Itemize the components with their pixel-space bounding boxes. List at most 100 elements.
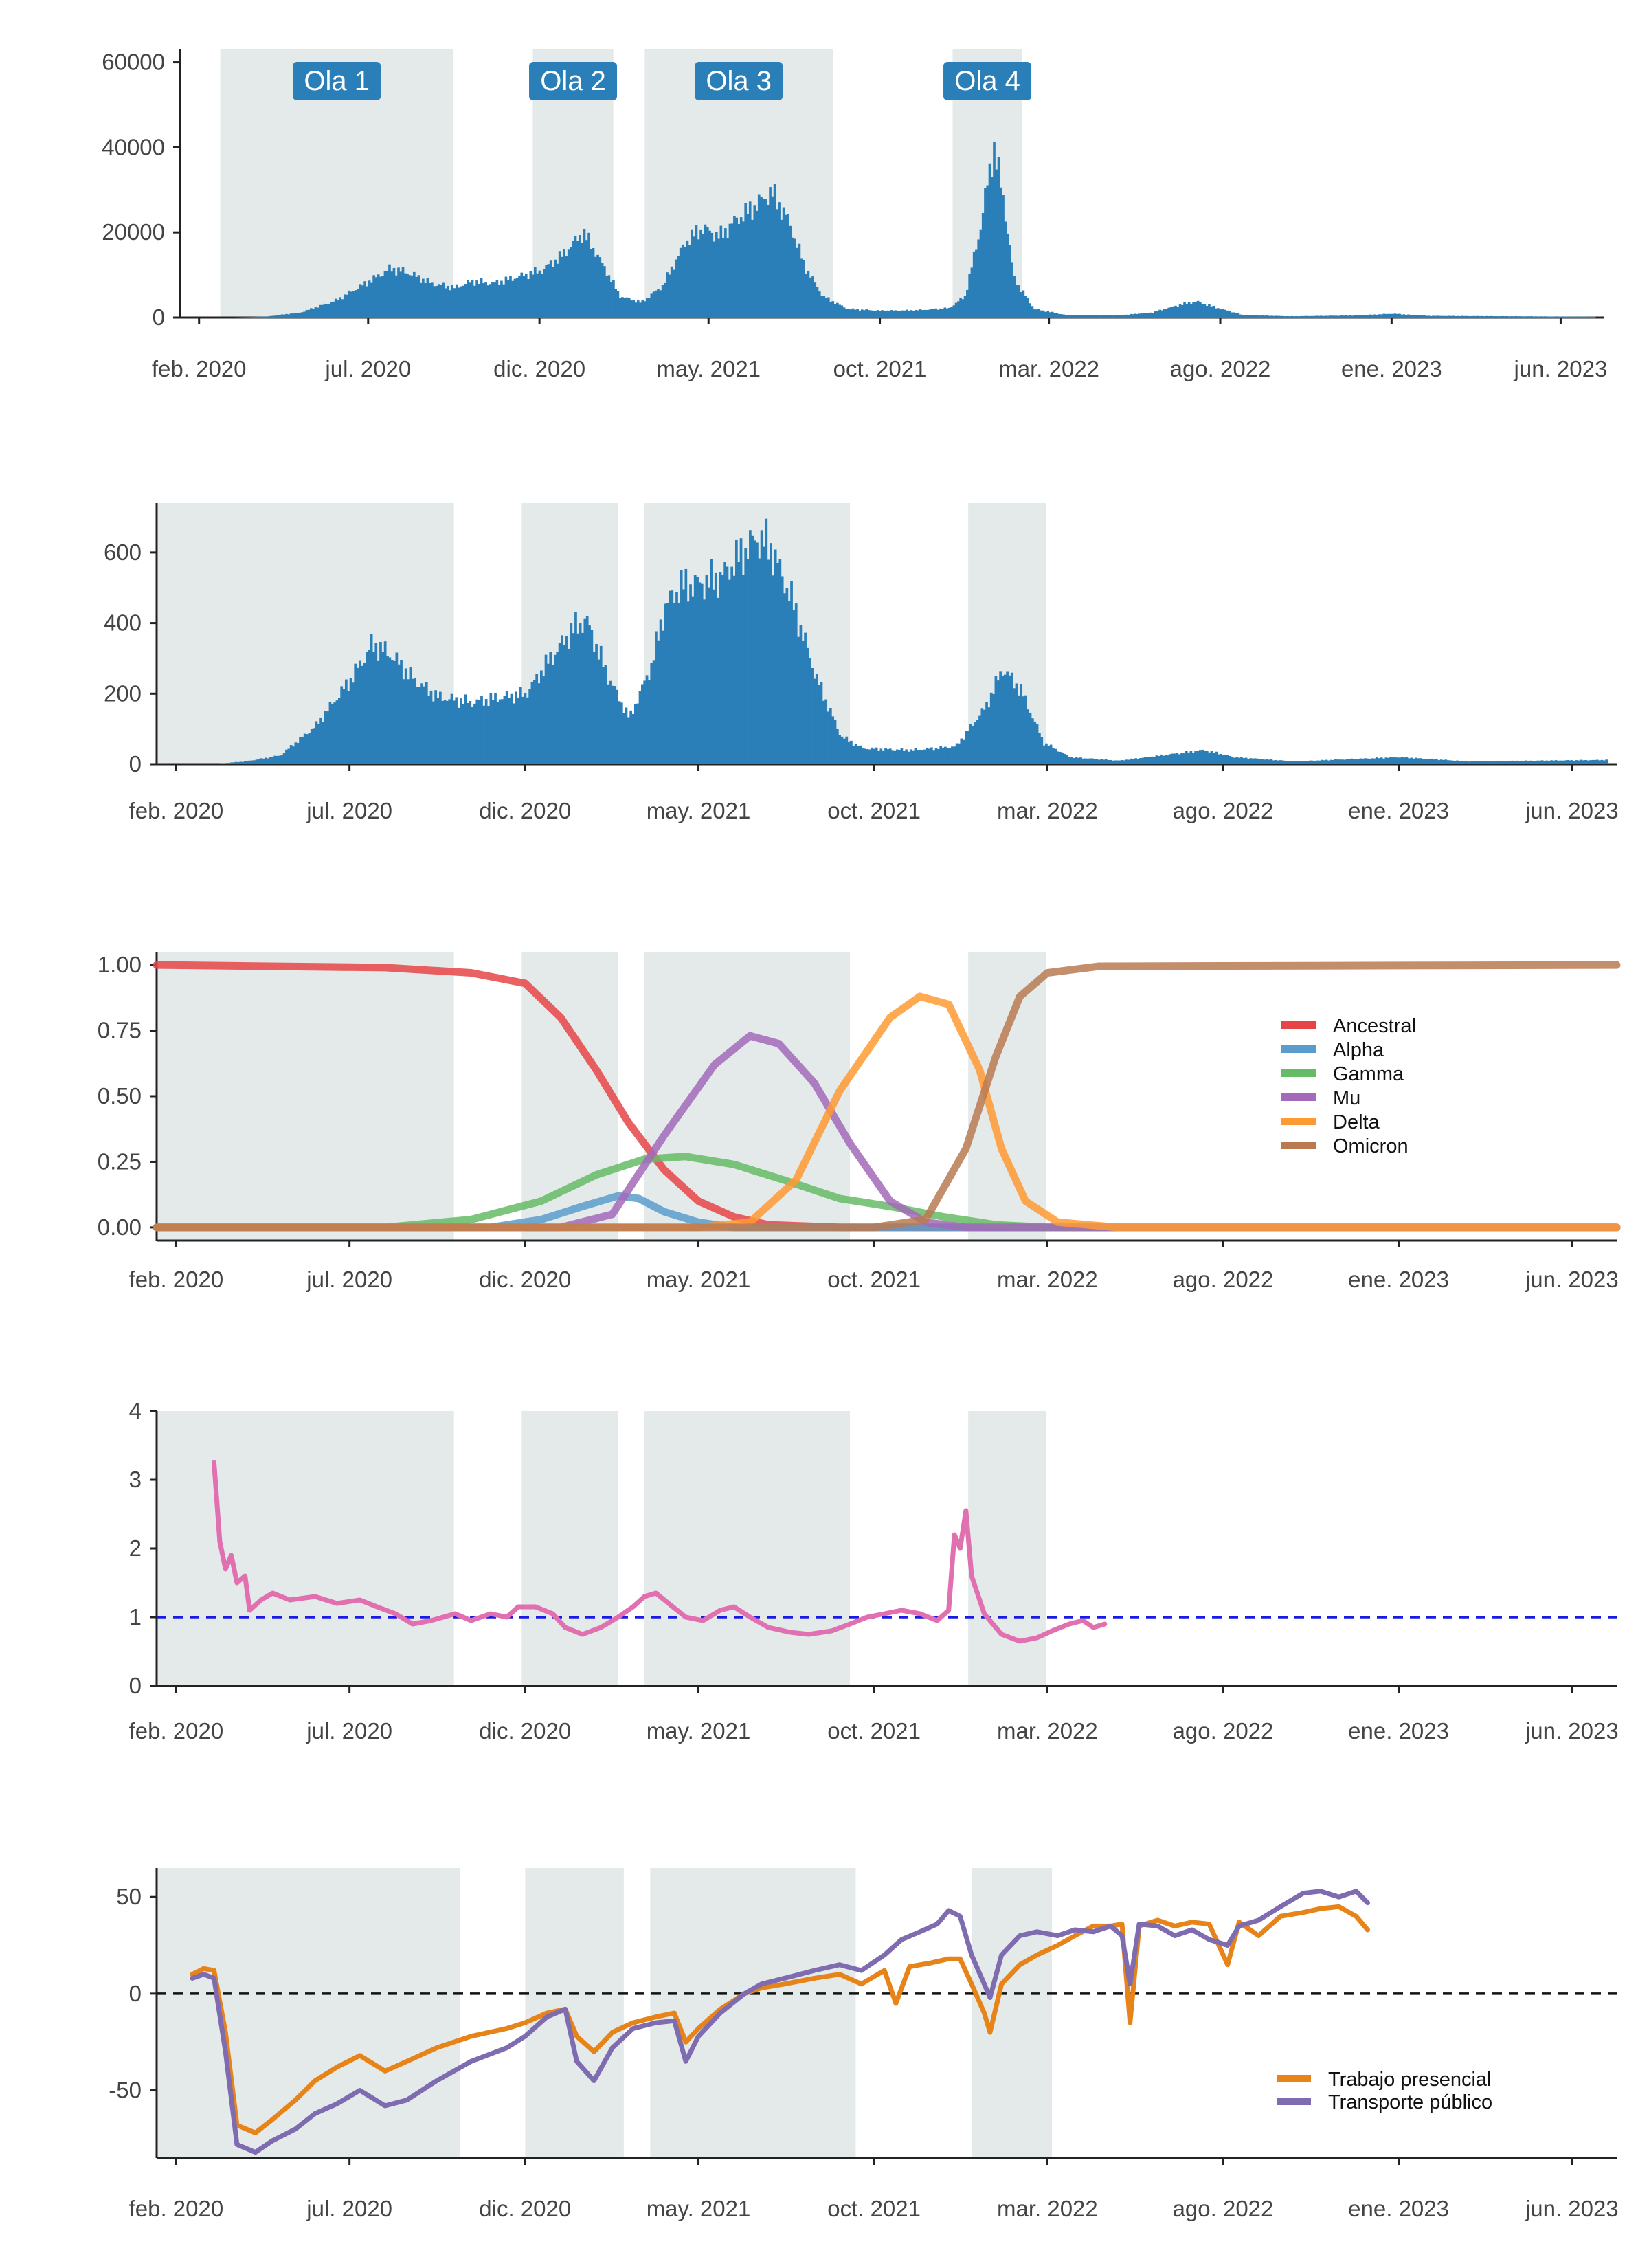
bar — [1066, 755, 1068, 764]
series-line-gamma — [153, 1153, 1621, 1232]
bar — [697, 239, 700, 318]
bar — [1141, 313, 1143, 318]
bar — [1088, 758, 1092, 764]
bar — [1403, 757, 1406, 764]
bar — [996, 680, 1000, 764]
bar — [1189, 751, 1193, 764]
bar — [859, 745, 862, 764]
x-tick-label: dic. 2020 — [479, 2196, 571, 2221]
bar — [385, 270, 389, 318]
bar — [592, 652, 596, 764]
bar — [1393, 313, 1397, 318]
bar — [1109, 315, 1112, 318]
bar — [473, 703, 476, 764]
legend-swatch — [1281, 1045, 1316, 1053]
bar — [497, 285, 501, 318]
y-tick-label: 2 — [129, 1535, 142, 1561]
bar — [1320, 315, 1323, 318]
bar — [801, 641, 805, 764]
bar — [1235, 313, 1237, 318]
bar — [1323, 760, 1326, 764]
bar — [1384, 313, 1388, 318]
bar — [903, 310, 906, 318]
bar — [478, 700, 481, 764]
bar — [386, 656, 389, 764]
bar — [611, 685, 614, 764]
bar — [799, 625, 803, 764]
bar — [959, 298, 962, 318]
bar — [596, 254, 599, 318]
bar — [519, 686, 522, 764]
legend-label: Mu — [1333, 1087, 1360, 1109]
bar — [1468, 315, 1470, 318]
bar — [1008, 245, 1011, 318]
x-tick-label: feb. 2020 — [152, 356, 247, 381]
bar — [565, 256, 568, 318]
bar — [1553, 316, 1556, 318]
y-tick-label: 1.00 — [98, 952, 142, 977]
bar — [486, 285, 490, 318]
bar — [652, 660, 655, 764]
bar — [1407, 314, 1410, 318]
bar — [737, 562, 741, 764]
bar — [1075, 315, 1079, 318]
bar — [1483, 761, 1486, 764]
bar — [746, 559, 750, 764]
bar — [1481, 315, 1484, 318]
panel-c: 0.00 0.25 0.50 0.75 1.00 feb. 2020 jul. 2020 di… — [98, 952, 1621, 1292]
bar — [1152, 313, 1155, 318]
bar — [1107, 760, 1110, 764]
x-tick-label: ene. 2023 — [1341, 356, 1442, 381]
bar — [1001, 675, 1005, 764]
bar — [1387, 757, 1390, 764]
bar — [972, 251, 976, 318]
bar — [435, 285, 438, 318]
bar — [634, 302, 638, 318]
bar — [944, 746, 947, 764]
bar — [1460, 760, 1463, 764]
bar — [1004, 221, 1007, 318]
bar — [831, 301, 835, 318]
wave-region — [968, 1411, 1046, 1686]
bar — [1295, 761, 1298, 764]
bar — [994, 676, 998, 764]
bar — [1362, 758, 1365, 764]
bar — [1507, 316, 1511, 318]
bar — [1198, 750, 1202, 764]
bar — [1557, 316, 1560, 318]
bar — [298, 312, 302, 318]
bar — [1288, 761, 1291, 764]
x-tick-label: dic. 2020 — [479, 1267, 571, 1292]
bar — [1013, 688, 1016, 764]
bar — [805, 274, 808, 318]
bar — [1100, 759, 1103, 764]
bar — [1224, 754, 1227, 764]
bar — [675, 592, 678, 764]
bar — [997, 157, 1000, 318]
bar — [604, 665, 607, 764]
bar — [1336, 759, 1340, 764]
bar — [437, 284, 440, 318]
bar — [809, 277, 812, 318]
bar — [757, 194, 761, 318]
bar — [532, 680, 536, 764]
bar — [431, 282, 434, 318]
bar — [484, 699, 488, 764]
bar — [811, 667, 814, 764]
bar — [556, 652, 559, 764]
bar — [410, 275, 414, 318]
bar — [551, 665, 554, 764]
bar — [1194, 302, 1198, 318]
bar — [776, 562, 779, 764]
bar — [669, 590, 671, 764]
bar — [363, 663, 366, 764]
bar — [1020, 291, 1022, 318]
bar — [1210, 306, 1213, 318]
bar — [547, 663, 550, 764]
bar — [250, 760, 254, 764]
bar — [1240, 757, 1243, 764]
bar — [967, 731, 970, 764]
bar — [1068, 757, 1071, 764]
bar — [778, 202, 781, 318]
bar — [742, 221, 745, 318]
